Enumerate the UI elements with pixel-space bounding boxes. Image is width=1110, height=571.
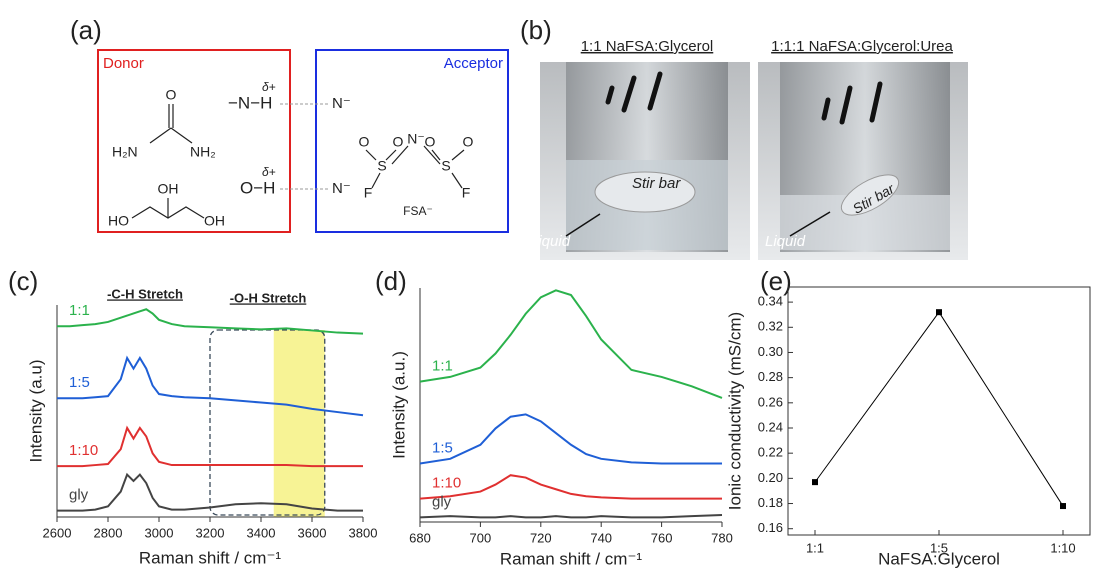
liquid-label: Liquid [530, 233, 571, 250]
series-line [420, 414, 722, 463]
y-tick-label: 0.24 [758, 419, 783, 434]
atom: HO [108, 213, 129, 229]
atom: O [463, 134, 474, 150]
panel-label: (a) [70, 15, 102, 45]
series-label: gly [69, 487, 89, 504]
series-line [57, 309, 363, 333]
atom: N⁻ [407, 131, 425, 147]
y-tick-label: 0.18 [758, 495, 783, 510]
x-tick-label: 720 [530, 530, 552, 545]
atom: F [462, 185, 471, 201]
atom: S [441, 158, 450, 174]
panel-b: (b) 1:1 NaFSA:Glycerol 1:1:1 NaFSA:Glyce… [520, 15, 968, 260]
plot-frame [788, 287, 1090, 535]
donor-label: Donor [103, 55, 144, 72]
atom: O [393, 134, 404, 150]
atom: O [359, 134, 370, 150]
panel-label: (c) [8, 266, 38, 296]
highlight [274, 330, 325, 517]
delta: δ+ [262, 80, 276, 94]
series-label: 1:5 [69, 374, 90, 391]
marker [1060, 503, 1066, 509]
atom: S [377, 158, 386, 174]
anion: N⁻ [332, 95, 351, 112]
series-line [420, 475, 722, 498]
y-axis-title: Ionic conductivity (mS/cm) [725, 312, 744, 510]
atom: O [166, 87, 177, 103]
delta: δ+ [262, 165, 276, 179]
x-tick-label: 1:10 [1050, 540, 1075, 555]
atom: F [364, 185, 373, 201]
y-tick-label: 0.30 [758, 344, 783, 359]
atom: OH [158, 181, 179, 197]
y-tick-label: 0.22 [758, 445, 783, 460]
anion: N⁻ [332, 180, 351, 197]
series-line [420, 515, 722, 517]
caption: 1:1:1 NaFSA:Glycerol:Urea [771, 38, 953, 55]
series-line [420, 290, 722, 398]
x-axis-title: Raman shift / cm⁻¹ [500, 549, 643, 568]
series-label: 1:1 [432, 358, 453, 375]
series-label: 1:10 [432, 475, 461, 492]
caption: 1:1 NaFSA:Glycerol [581, 38, 714, 55]
atom: O [425, 134, 436, 150]
marker [936, 309, 942, 315]
y-axis-title: Intensity (a.u.) [389, 351, 408, 459]
urea-bonds [150, 104, 192, 143]
x-tick-label: 3200 [196, 525, 225, 540]
x-tick-label: 2600 [43, 525, 72, 540]
x-tick-label: 780 [711, 530, 733, 545]
y-tick-label: 0.28 [758, 369, 783, 384]
x-tick-label: 680 [409, 530, 431, 545]
annotation: -C-H Stretch [107, 286, 183, 301]
donor-box [98, 50, 290, 232]
series-label: 1:5 [432, 439, 453, 456]
bond: O−H [240, 178, 275, 197]
x-axis-title: Raman shift / cm⁻¹ [139, 548, 282, 567]
x-tick-label: 3600 [298, 525, 327, 540]
y-tick-label: 0.26 [758, 394, 783, 409]
x-tick-label: 2800 [94, 525, 123, 540]
x-tick-label: 3000 [145, 525, 174, 540]
y-tick-label: 0.34 [758, 294, 783, 309]
glycerol-bonds [132, 198, 204, 218]
annotation: -O-H Stretch [230, 290, 307, 305]
panel-label: (d) [375, 266, 407, 296]
x-tick-label: 1:5 [930, 540, 948, 555]
x-tick-label: 3400 [247, 525, 276, 540]
y-tick-label: 0.20 [758, 470, 783, 485]
panel-a: (a) Donor Acceptor −N−H δ+ N⁻ O−H δ+ N⁻ … [70, 15, 508, 232]
panel-label: (b) [520, 15, 552, 45]
x-tick-label: 700 [470, 530, 492, 545]
panel-label: (e) [760, 266, 792, 296]
bond: −N−H [228, 93, 272, 112]
series-label: gly [432, 493, 452, 510]
figure: (a) Donor Acceptor −N−H δ+ N⁻ O−H δ+ N⁻ … [0, 0, 1110, 571]
marker [812, 479, 818, 485]
series-label: 1:1 [69, 302, 90, 319]
x-tick-label: 740 [590, 530, 612, 545]
x-tick-label: 3800 [349, 525, 378, 540]
x-tick-label: 1:1 [806, 540, 824, 555]
series-label: 1:10 [69, 442, 98, 459]
atom: OH [204, 213, 225, 229]
atom: H₂N [112, 144, 138, 160]
x-tick-label: 760 [651, 530, 673, 545]
acceptor-label: Acceptor [444, 55, 503, 72]
y-tick-label: 0.16 [758, 520, 783, 535]
liquid-label: Liquid [765, 233, 806, 250]
atom: NH₂ [190, 144, 216, 160]
y-axis-title: Intensity (a.u) [26, 360, 45, 463]
stir-bar-label: Stir bar [632, 175, 681, 192]
y-tick-label: 0.32 [758, 319, 783, 334]
fsa-name: FSA⁻ [403, 204, 433, 218]
series-line [815, 312, 1063, 506]
